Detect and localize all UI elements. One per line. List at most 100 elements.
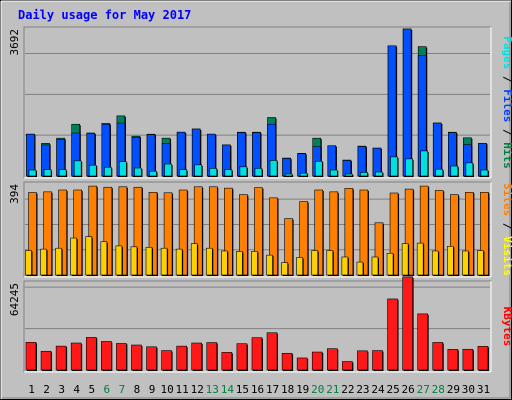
x-tick-label-12: 12: [191, 383, 204, 396]
kbytes-bar-13: [206, 342, 218, 371]
sites-bar-11: [175, 248, 183, 276]
pages-bar-2: [43, 169, 52, 177]
x-tick-label-5: 5: [88, 383, 95, 396]
x-axis: 1 2 3 4 5 6 7 8 9 10 11 12 13 14 15 16 17 18 19 20 21 22 23 24 2…: [28, 383, 490, 396]
x-tick-label-1: 1: [28, 383, 35, 396]
pages-bar-22: [345, 173, 353, 177]
pages-bar-12: [194, 164, 203, 177]
sites-bar-21: [326, 250, 334, 276]
pages-bar-4: [73, 160, 82, 177]
sites-bar-24: [371, 256, 379, 276]
sites-bar-30: [462, 250, 469, 276]
kbytes-panel: 64245 KBytes: [8, 276, 512, 373]
sites-bar-31: [477, 250, 484, 276]
kbytes-bar-18: [281, 352, 293, 371]
kbytes-panel-ylabel: KBytes: [501, 307, 512, 347]
x-tick-label-17: 17: [266, 383, 279, 396]
pages-bar-23: [360, 172, 368, 177]
kbytes-bar-21: [326, 348, 338, 371]
chart-title: Daily usage for May 2017: [18, 8, 191, 22]
hits-panel-ylabel-part: Files: [501, 89, 512, 122]
x-tick-label-30: 30: [462, 383, 475, 396]
files-bar-23: [357, 146, 367, 177]
sites-bar-1: [25, 250, 32, 276]
kbytes-bar-1: [25, 342, 37, 371]
sites-bar-3: [55, 247, 62, 276]
pages-bar-17: [269, 160, 278, 177]
kbytes-bar-28: [432, 342, 444, 371]
visits-panel-ylabel: Sites / Visits: [501, 183, 512, 276]
pages-bar-3: [58, 169, 67, 177]
sites-bar-27: [416, 242, 424, 276]
pages-bar-9: [149, 170, 157, 177]
x-tick-label-31: 31: [477, 383, 490, 396]
x-tick-label-18: 18: [281, 383, 294, 396]
x-tick-label-24: 24: [371, 383, 385, 396]
pages-bar-13: [209, 168, 218, 177]
sites-bar-2: [40, 248, 47, 276]
files-bar-19: [297, 153, 306, 177]
x-tick-label-16: 16: [251, 383, 264, 396]
kbytes-bar-3: [55, 345, 67, 371]
x-tick-label-26: 26: [402, 383, 415, 396]
hits-panel: 3692 Pages / Files / Hits: [8, 26, 512, 179]
x-tick-label-3: 3: [58, 383, 65, 396]
pages-bar-27: [420, 150, 428, 177]
sites-bar-6: [100, 241, 108, 276]
x-tick-label-20: 20: [311, 383, 324, 396]
kbytes-bar-12: [191, 342, 203, 371]
pages-bar-31: [480, 169, 489, 177]
pages-bar-28: [435, 168, 444, 177]
files-bar-26: [402, 28, 412, 177]
kbytes-bar-6: [101, 341, 112, 371]
files-bar-9: [146, 134, 156, 177]
pages-bar-20: [314, 160, 323, 177]
x-tick-label-10: 10: [160, 383, 173, 396]
visits-panel-max-label: 394: [8, 184, 21, 204]
kbytes-bar-26: [402, 276, 413, 371]
x-tick-label-15: 15: [236, 383, 249, 396]
kbytes-bar-5: [85, 337, 97, 371]
x-tick-label-28: 28: [432, 383, 445, 396]
kbytes-bar-2: [40, 350, 52, 371]
pages-bar-19: [299, 172, 308, 177]
sites-bar-26: [401, 243, 409, 276]
x-tick-label-21: 21: [326, 383, 339, 396]
pages-bar-7: [119, 161, 127, 177]
sites-bar-19: [296, 257, 303, 276]
files-bar-25: [387, 45, 397, 177]
sites-bar-20: [311, 250, 319, 276]
x-tick-label-13: 13: [206, 383, 219, 396]
kbytes-bar-19: [296, 357, 308, 371]
x-tick-label-8: 8: [134, 383, 141, 396]
sites-bar-9: [145, 246, 153, 276]
sites-bar-23: [356, 261, 364, 276]
files-bar-28: [432, 122, 442, 177]
kbytes-bar-10: [161, 350, 172, 371]
x-tick-label-23: 23: [356, 383, 369, 396]
visits-panel-ylabel-part: Visits: [501, 236, 512, 276]
files-bar-22: [342, 160, 352, 177]
sites-bar-5: [85, 236, 93, 276]
kbytes-panel-max-label: 64245: [8, 283, 21, 316]
hits-panel-max-label: 3692: [8, 29, 21, 56]
x-tick-label-25: 25: [386, 383, 399, 396]
pages-bar-29: [450, 165, 459, 177]
sites-bar-15: [236, 251, 243, 276]
x-tick-label-27: 27: [417, 383, 430, 396]
pages-bar-5: [88, 164, 97, 177]
kbytes-bar-25: [387, 298, 398, 371]
kbytes-bar-7: [116, 343, 127, 371]
sites-bar-7: [115, 245, 123, 276]
pages-bar-24: [375, 171, 383, 177]
sites-bar-25: [386, 252, 394, 276]
x-tick-label-22: 22: [341, 383, 354, 396]
kbytes-bar-15: [236, 343, 248, 371]
pages-bar-26: [405, 158, 413, 177]
visits-panel: 394 Sites / Visits: [8, 181, 512, 278]
kbytes-bar-20: [311, 351, 323, 371]
sites-bar-13: [205, 247, 213, 276]
sites-bar-8: [130, 246, 138, 276]
x-tick-label-7: 7: [119, 383, 126, 396]
kbytes-bar-16: [251, 337, 263, 371]
